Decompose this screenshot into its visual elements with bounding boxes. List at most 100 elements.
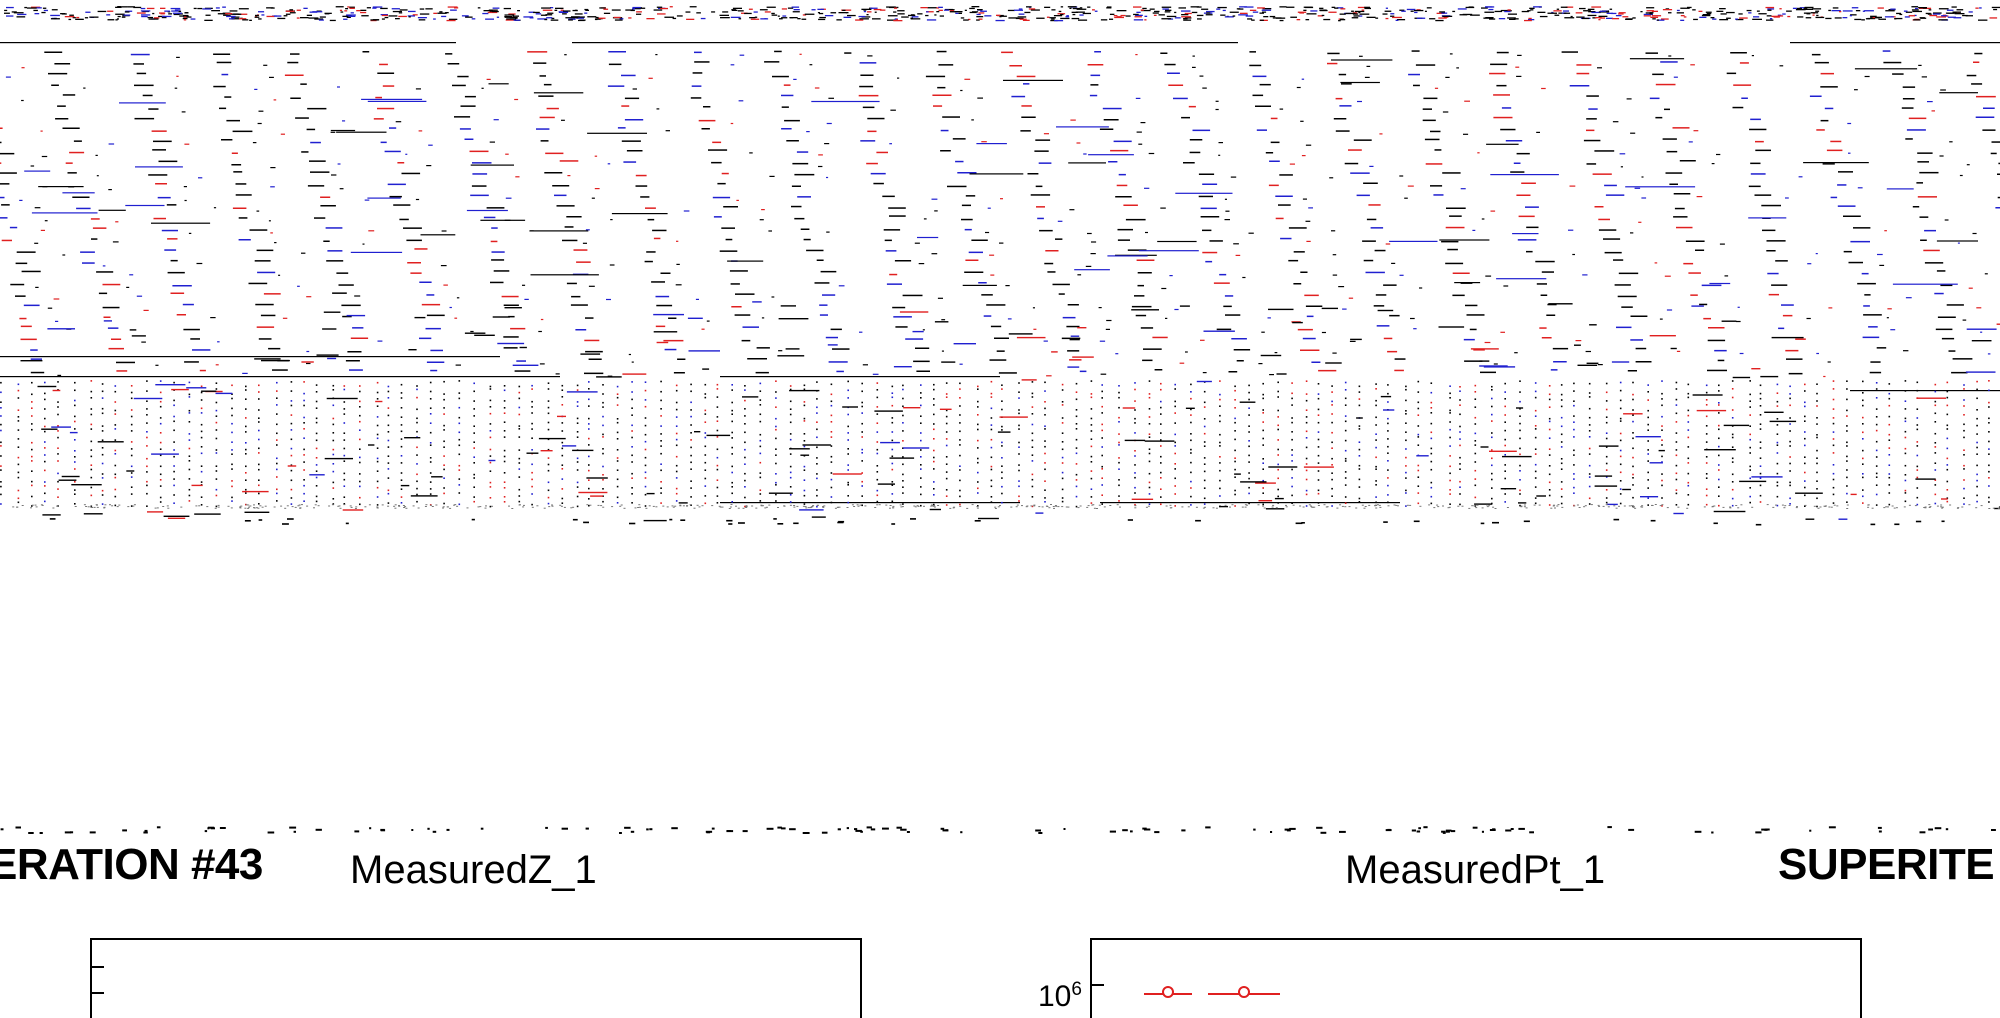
noise-mark: [1017, 505, 1019, 506]
noise-mark: [1165, 10, 1171, 11]
noise-mark: [452, 85, 466, 87]
noise-mark: [1688, 462, 1690, 464]
noise-mark: [794, 218, 804, 220]
noise-mark: [731, 466, 733, 468]
noise-mark: [1491, 487, 1493, 489]
noise-mark: [897, 78, 899, 79]
noise-mark: [1749, 502, 1751, 504]
noise-mark: [258, 398, 260, 400]
noise-mark: [197, 263, 203, 264]
noise-mark: [1170, 507, 1172, 508]
noise-mark: [1407, 505, 1409, 506]
noise-mark: [1392, 17, 1402, 18]
noise-mark: [333, 463, 335, 465]
noise-mark: [104, 317, 111, 319]
noise-mark: [694, 52, 702, 54]
noise-mark: [1091, 446, 1093, 448]
noise-mark: [705, 446, 707, 448]
noise-mark: [977, 440, 979, 442]
noise-mark: [457, 297, 459, 298]
noise-mark: [598, 505, 600, 506]
noise-mark: [749, 17, 755, 18]
noise-mark: [717, 183, 725, 185]
noise-mark: [1876, 465, 1878, 467]
noise-mark: [1313, 507, 1315, 508]
noise-mark: [690, 409, 692, 411]
noise-mark: [1248, 503, 1250, 505]
noise-mark: [877, 382, 879, 384]
noise-mark: [231, 507, 233, 508]
noise-mark: [1504, 406, 1506, 408]
noise-mark: [1306, 505, 1308, 507]
noise-mark: [1276, 218, 1284, 220]
noise-mark: [31, 401, 33, 403]
noise-mark: [1661, 393, 1663, 395]
noise-mark: [1069, 209, 1074, 210]
noise-mark: [1767, 8, 1774, 9]
noise-mark: [1366, 272, 1385, 274]
noise-mark: [1376, 294, 1387, 296]
noise-mark: [586, 477, 607, 478]
noise-mark: [1905, 453, 1907, 455]
noise-mark: [401, 502, 403, 504]
noise-mark: [589, 505, 591, 506]
noise-mark: [504, 472, 506, 474]
noise-mark: [1862, 477, 1864, 479]
noise-mark: [1615, 284, 1631, 286]
noise-mark: [1732, 417, 1734, 419]
noise-mark: [1917, 161, 1929, 163]
noise-mark: [1475, 485, 1477, 487]
noise-mark: [645, 486, 647, 488]
noise-mark: [946, 504, 948, 506]
noise-mark: [41, 230, 45, 231]
noise-mark: [816, 478, 818, 480]
noise-mark: [859, 86, 873, 88]
noise-mark: [472, 18, 476, 19]
noise-mark: [1001, 472, 1003, 474]
noise-mark: [744, 463, 746, 465]
noise-mark: [1229, 507, 1231, 508]
noise-mark: [31, 429, 33, 431]
noise-mark: [416, 474, 418, 476]
noise-mark: [430, 488, 432, 490]
noise-mark: [368, 101, 427, 102]
noise-mark: [927, 19, 936, 20]
noise-mark: [959, 444, 961, 446]
noise-mark: [1846, 456, 1848, 458]
noise-mark: [920, 7, 928, 8]
noise-mark: [91, 408, 93, 410]
noise-mark: [920, 397, 922, 399]
noise-mark: [183, 18, 188, 19]
noise-mark: [375, 401, 382, 402]
noise-mark: [146, 390, 148, 392]
noise-mark: [173, 421, 175, 423]
noise-mark: [1526, 251, 1533, 253]
noise-mark: [1291, 454, 1293, 456]
noise-mark: [1204, 418, 1206, 420]
noise-mark: [258, 11, 264, 12]
noise-mark: [548, 490, 550, 492]
noise-mark: [1504, 445, 1506, 447]
noise-mark: [1364, 508, 1366, 509]
noise-mark: [1174, 442, 1176, 444]
noise-mark: [1647, 460, 1649, 462]
noise-mark: [173, 465, 175, 467]
noise-mark: [959, 397, 961, 399]
noise-mark: [192, 485, 203, 486]
noise-mark: [303, 479, 305, 481]
noise-mark: [1371, 227, 1384, 229]
noise-mark: [877, 449, 879, 451]
noise-mark: [647, 493, 655, 494]
noise-mark: [189, 396, 191, 398]
noise-mark: [1811, 12, 1819, 13]
noise-mark: [202, 8, 211, 9]
noise-mark: [213, 54, 230, 56]
noise-mark: [1535, 477, 1537, 479]
noise-mark: [1059, 11, 1062, 12]
noise-mark: [1589, 498, 1591, 500]
noise-mark: [1677, 507, 1679, 508]
noise-mark: [674, 506, 676, 507]
noise-mark: [1816, 450, 1818, 452]
noise-mark: [610, 219, 612, 220]
noise-mark: [760, 477, 762, 479]
